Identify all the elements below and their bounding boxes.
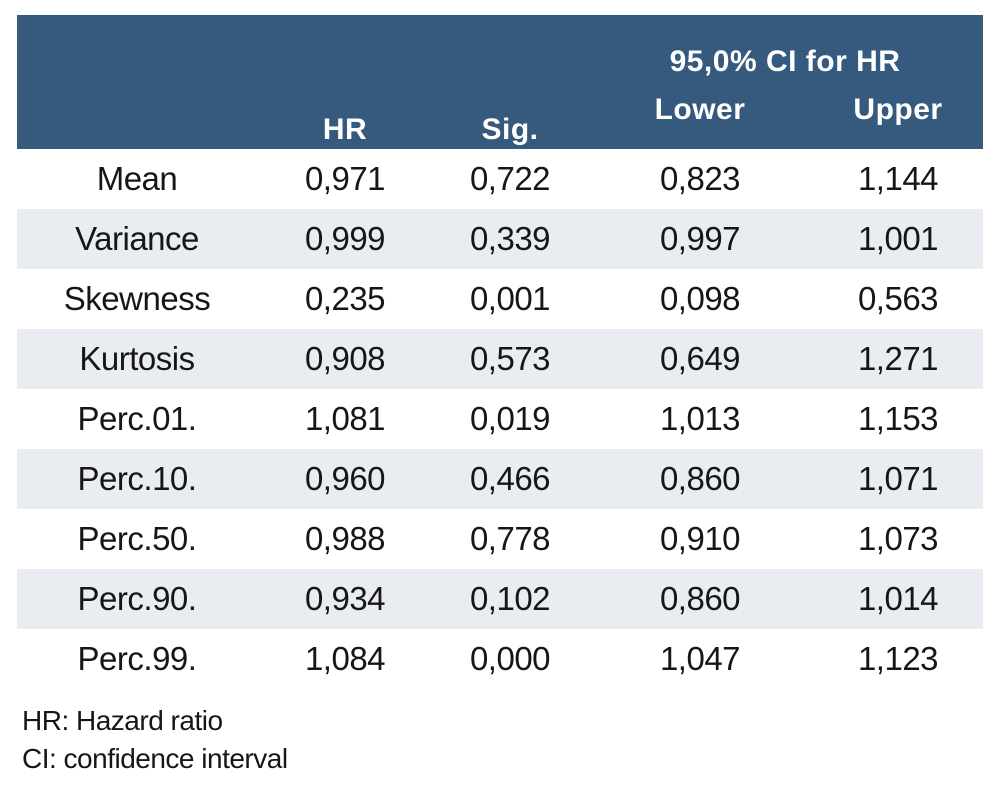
header-ci-lower: Lower	[587, 81, 813, 149]
sig-value: 0,102	[433, 569, 587, 629]
hr-value: 0,988	[257, 509, 433, 569]
row-label: Perc.50.	[17, 509, 257, 569]
ci-lower-value: 0,860	[587, 569, 813, 629]
ci-upper-value: 0,563	[813, 269, 984, 329]
table-row: Perc.10. 0,960 0,466 0,860 1,071	[17, 449, 984, 509]
table-row: Kurtosis 0,908 0,573 0,649 1,271	[17, 329, 984, 389]
header-corner-cell	[17, 15, 257, 149]
sig-value: 0,001	[433, 269, 587, 329]
table-row: Mean 0,971 0,722 0,823 1,144	[17, 149, 984, 209]
header-hr: HR	[257, 15, 433, 149]
header-ci-upper: Upper	[813, 81, 984, 149]
ci-upper-value: 1,071	[813, 449, 984, 509]
ci-upper-value: 1,014	[813, 569, 984, 629]
hr-value: 0,908	[257, 329, 433, 389]
table-row: Perc.90. 0,934 0,102 0,860 1,014	[17, 569, 984, 629]
ci-lower-value: 0,860	[587, 449, 813, 509]
row-label: Variance	[17, 209, 257, 269]
footnote-ci: CI: confidence interval	[22, 743, 288, 774]
row-label: Skewness	[17, 269, 257, 329]
hr-value: 0,934	[257, 569, 433, 629]
hr-value: 0,960	[257, 449, 433, 509]
hr-value: 1,084	[257, 629, 433, 689]
ci-upper-value: 1,073	[813, 509, 984, 569]
footnote-hr: HR: Hazard ratio	[22, 705, 223, 736]
table-row: Skewness 0,235 0,001 0,098 0,563	[17, 269, 984, 329]
header-sig: Sig.	[433, 15, 587, 149]
header-ci-group: 95,0% CI for HR	[587, 15, 984, 81]
sig-value: 0,000	[433, 629, 587, 689]
sig-value: 0,722	[433, 149, 587, 209]
sig-value: 0,019	[433, 389, 587, 449]
row-label: Perc.01.	[17, 389, 257, 449]
ci-lower-value: 0,910	[587, 509, 813, 569]
row-label: Perc.90.	[17, 569, 257, 629]
table-body: Mean 0,971 0,722 0,823 1,144 Variance 0,…	[17, 149, 984, 689]
ci-lower-value: 0,649	[587, 329, 813, 389]
ci-upper-value: 1,153	[813, 389, 984, 449]
row-label: Perc.99.	[17, 629, 257, 689]
table-row: Variance 0,999 0,339 0,997 1,001	[17, 209, 984, 269]
table-row: Perc.99. 1,084 0,000 1,047 1,123	[17, 629, 984, 689]
ci-upper-value: 1,123	[813, 629, 984, 689]
hr-value: 0,971	[257, 149, 433, 209]
ci-lower-value: 0,823	[587, 149, 813, 209]
hr-value: 0,235	[257, 269, 433, 329]
sig-value: 0,573	[433, 329, 587, 389]
footnotes: HR: Hazard ratio CI: confidence interval	[22, 702, 288, 778]
ci-lower-value: 1,047	[587, 629, 813, 689]
sig-value: 0,778	[433, 509, 587, 569]
ci-lower-value: 0,098	[587, 269, 813, 329]
hazard-ratio-table: HR Sig. 95,0% CI for HR Lower Upper Mean…	[17, 15, 984, 689]
table-row: Perc.50. 0,988 0,778 0,910 1,073	[17, 509, 984, 569]
table-header: HR Sig. 95,0% CI for HR Lower Upper	[17, 15, 984, 149]
table-row: Perc.01. 1,081 0,019 1,013 1,153	[17, 389, 984, 449]
ci-upper-value: 1,001	[813, 209, 984, 269]
row-label: Kurtosis	[17, 329, 257, 389]
ci-lower-value: 0,997	[587, 209, 813, 269]
sig-value: 0,339	[433, 209, 587, 269]
row-label: Mean	[17, 149, 257, 209]
ci-lower-value: 1,013	[587, 389, 813, 449]
hr-value: 1,081	[257, 389, 433, 449]
row-label: Perc.10.	[17, 449, 257, 509]
ci-upper-value: 1,144	[813, 149, 984, 209]
ci-upper-value: 1,271	[813, 329, 984, 389]
hr-value: 0,999	[257, 209, 433, 269]
sig-value: 0,466	[433, 449, 587, 509]
